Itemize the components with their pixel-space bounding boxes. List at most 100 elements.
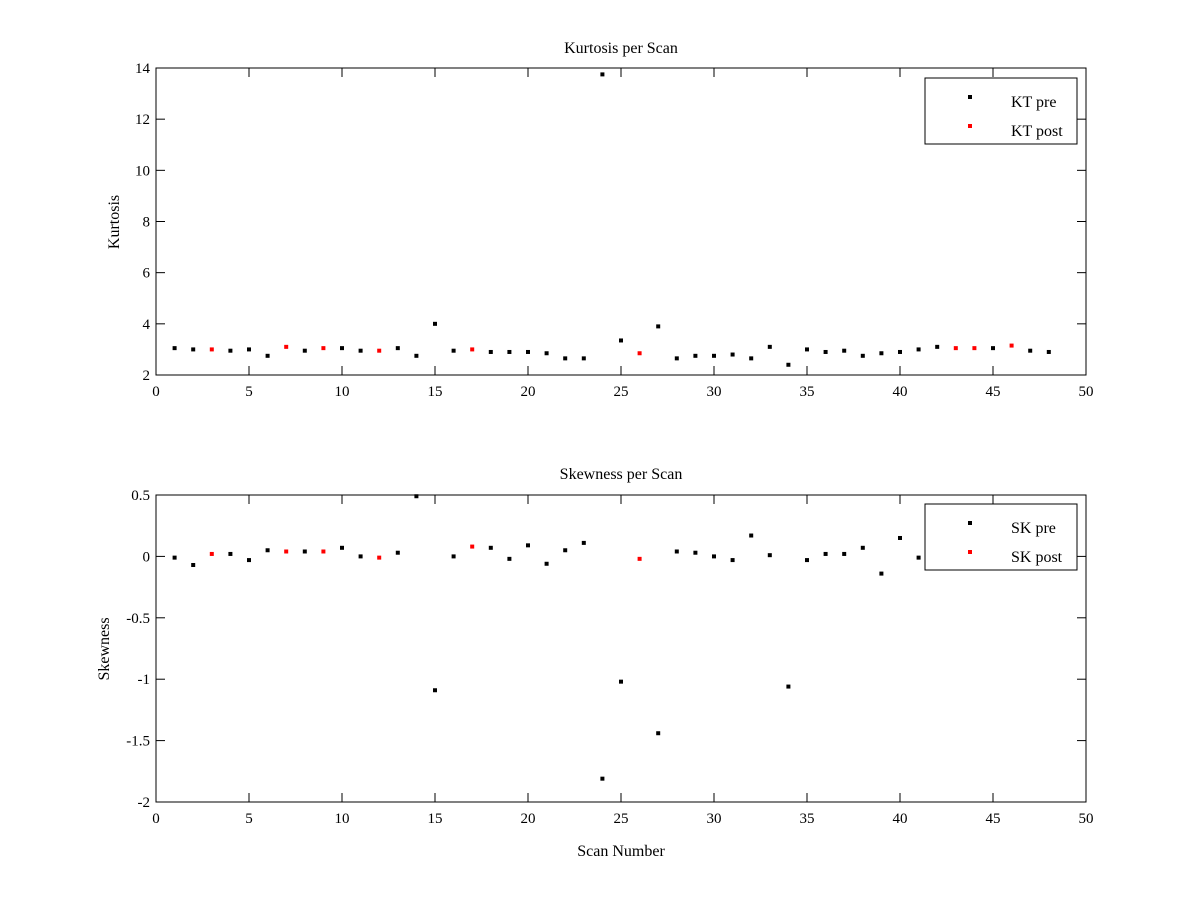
data-point — [842, 551, 847, 556]
data-point — [358, 348, 363, 353]
x-tick-label: 20 — [521, 811, 536, 827]
data-point — [340, 545, 344, 550]
legend: SK pre SK post — [924, 503, 1078, 571]
data-point — [656, 324, 661, 329]
data-point — [544, 351, 549, 356]
x-tick-label: 35 — [800, 384, 815, 400]
y-tick-label: -0.5 — [126, 611, 150, 627]
data-point — [470, 347, 475, 352]
data-point — [377, 555, 382, 560]
data-point — [767, 344, 772, 349]
data-point — [488, 349, 493, 354]
data-point — [786, 684, 791, 689]
y-tick-label: 2 — [143, 368, 151, 384]
data-point — [377, 348, 382, 353]
data-point — [433, 321, 437, 326]
data-point — [860, 353, 865, 358]
data-point — [340, 346, 344, 351]
x-tick-label: 50 — [1079, 384, 1094, 400]
data-point — [693, 353, 698, 358]
legend-box — [924, 503, 1078, 571]
data-point — [302, 348, 307, 353]
data-point — [767, 553, 772, 558]
data-point — [209, 551, 214, 556]
legend-label-1: KT post — [1011, 123, 1063, 140]
y-tick-label: -2 — [138, 795, 151, 811]
data-point — [991, 346, 995, 351]
data-point — [247, 558, 251, 563]
data-point — [805, 347, 809, 352]
data-point — [674, 549, 679, 554]
x-tick-label: 20 — [521, 384, 536, 400]
data-point — [712, 353, 716, 358]
data-point — [879, 351, 884, 356]
data-point — [321, 346, 326, 351]
x-tick-label: 15 — [428, 384, 443, 400]
data-point — [265, 353, 270, 358]
data-point — [749, 356, 754, 361]
x-tick-label: 45 — [986, 384, 1001, 400]
data-point — [1028, 348, 1033, 353]
legend-label-1: SK post — [1011, 549, 1063, 566]
data-points — [172, 494, 921, 781]
data-point — [395, 346, 400, 351]
skewness-plot: Skewness per Scan Skewness Scan Number 0… — [96, 466, 1094, 860]
x-tick-label: 40 — [893, 384, 908, 400]
data-point — [507, 556, 512, 561]
data-point — [284, 549, 289, 554]
data-point — [749, 533, 754, 538]
x-tick-label: 30 — [707, 811, 722, 827]
data-point — [619, 679, 623, 684]
data-point — [563, 548, 568, 553]
x-tick-label: 25 — [614, 384, 629, 400]
axis-ticks: 0 5 10 15 20 25 30 35 40 45 50 -2 -1.5 -1 -0.5 0 0.5 — [126, 488, 1093, 827]
data-point — [191, 347, 196, 352]
data-point — [228, 348, 233, 353]
legend-label-0: KT pre — [1011, 94, 1056, 111]
data-point — [972, 346, 977, 351]
data-point — [526, 349, 530, 354]
x-tick-label: 5 — [245, 384, 253, 400]
legend-marker-1 — [968, 124, 972, 128]
data-point — [953, 346, 958, 351]
data-point — [488, 545, 493, 550]
data-point — [656, 731, 661, 736]
x-tick-label: 25 — [614, 811, 629, 827]
data-point — [581, 356, 586, 361]
x-tick-label: 10 — [335, 384, 350, 400]
x-tick-label: 5 — [245, 811, 253, 827]
y-tick-label: 0.5 — [131, 488, 150, 504]
data-point — [1009, 343, 1014, 348]
y-tick-label: 6 — [143, 266, 151, 282]
y-tick-label: -1.5 — [126, 734, 150, 750]
data-point — [302, 549, 307, 554]
data-point — [935, 344, 940, 349]
x-tick-label: 0 — [152, 811, 160, 827]
data-point — [395, 550, 400, 555]
legend-marker-1 — [968, 550, 972, 554]
data-point — [637, 351, 642, 356]
data-point — [805, 558, 809, 563]
legend: KT pre KT post — [924, 77, 1078, 145]
legend-label-0: SK pre — [1011, 520, 1056, 537]
data-point — [823, 551, 828, 556]
data-point — [898, 349, 902, 354]
x-tick-label: 10 — [335, 811, 350, 827]
data-point — [451, 554, 456, 559]
chart-title: Skewness per Scan — [560, 466, 683, 483]
y-tick-label: 14 — [135, 61, 151, 77]
x-tick-label: 30 — [707, 384, 722, 400]
data-point — [265, 548, 270, 553]
legend-marker-0 — [968, 95, 972, 99]
data-point — [247, 347, 251, 352]
data-point — [358, 554, 363, 559]
data-point — [637, 556, 642, 561]
data-point — [507, 349, 512, 354]
data-point — [898, 535, 902, 540]
data-point — [284, 344, 289, 349]
y-axis-label: Skewness — [96, 617, 113, 680]
x-tick-label: 50 — [1079, 811, 1094, 827]
data-point — [451, 348, 456, 353]
x-axis-label: Scan Number — [577, 843, 665, 860]
